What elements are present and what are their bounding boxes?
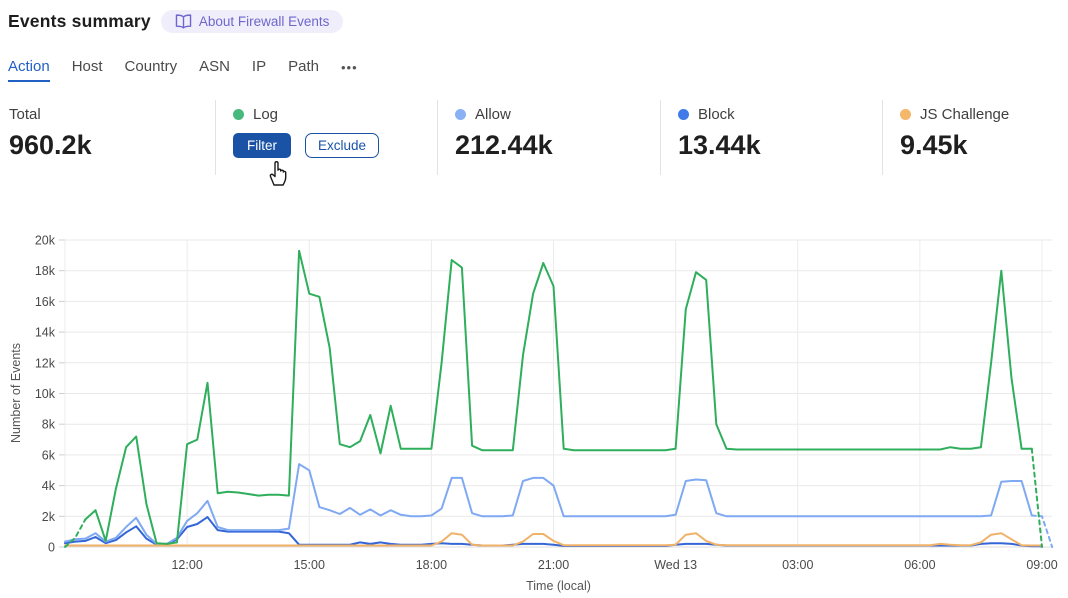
log-action-buttons: Filter Exclude — [233, 133, 437, 158]
svg-text:15:00: 15:00 — [294, 558, 325, 572]
stat-js-challenge-value: 9.45k — [900, 130, 968, 160]
stat-log-header: Log — [233, 106, 437, 123]
book-icon — [175, 14, 192, 29]
stat-js-challenge-label: JS Challenge — [920, 106, 1010, 123]
tab-action[interactable]: Action — [8, 58, 50, 82]
stat-total: Total 960.2k — [0, 100, 215, 175]
svg-text:0: 0 — [48, 541, 55, 555]
stat-block: Block 13.44k — [660, 100, 882, 175]
dimension-tabs: Action Host Country ASN IP Path ••• — [8, 58, 358, 82]
svg-text:18k: 18k — [35, 264, 56, 278]
svg-text:Time (local): Time (local) — [526, 579, 591, 593]
stat-allow: Allow 212.44k — [437, 100, 660, 175]
allow-dot-icon — [455, 109, 466, 120]
exclude-button[interactable]: Exclude — [305, 133, 380, 158]
svg-text:21:00: 21:00 — [538, 558, 569, 572]
svg-text:Number of Events: Number of Events — [9, 343, 23, 443]
block-dot-icon — [678, 109, 689, 120]
page-header: Events summary About Firewall Events — [8, 10, 344, 33]
svg-text:09:00: 09:00 — [1026, 558, 1057, 572]
stat-js-challenge: JS Challenge 9.45k — [882, 100, 1068, 175]
more-tabs-icon[interactable]: ••• — [340, 60, 358, 75]
svg-text:03:00: 03:00 — [782, 558, 813, 572]
stat-log: Log Filter Exclude — [215, 100, 437, 175]
log-dot-icon — [233, 109, 244, 120]
svg-text:2k: 2k — [42, 510, 56, 524]
svg-text:6k: 6k — [42, 448, 56, 462]
tab-ip[interactable]: IP — [251, 58, 267, 75]
svg-text:20k: 20k — [35, 234, 56, 248]
stat-js-challenge-header: JS Challenge — [900, 106, 1068, 123]
svg-text:16k: 16k — [35, 295, 56, 309]
tab-path[interactable]: Path — [288, 58, 319, 75]
svg-text:06:00: 06:00 — [904, 558, 935, 572]
tab-country[interactable]: Country — [124, 58, 178, 75]
js-challenge-dot-icon — [900, 109, 911, 120]
stat-total-value: 960.2k — [9, 130, 92, 160]
tab-host[interactable]: Host — [71, 58, 103, 75]
stat-total-label: Total — [9, 106, 41, 123]
stat-log-label: Log — [253, 106, 279, 123]
stat-allow-value: 212.44k — [455, 130, 553, 160]
svg-text:Wed 13: Wed 13 — [654, 558, 697, 572]
stat-block-value: 13.44k — [678, 130, 761, 160]
stat-allow-label: Allow — [475, 106, 511, 123]
svg-text:14k: 14k — [35, 326, 56, 340]
svg-text:8k: 8k — [42, 418, 56, 432]
about-badge-label: About Firewall Events — [198, 14, 330, 29]
about-firewall-events-badge[interactable]: About Firewall Events — [160, 10, 344, 33]
stats-row: Total 960.2k Log Filter Exclude Allow 21… — [0, 100, 1068, 175]
svg-text:12:00: 12:00 — [171, 558, 202, 572]
stat-block-label: Block — [698, 106, 735, 123]
page-title: Events summary — [8, 11, 151, 31]
events-time-series-chart[interactable]: 0 2k 4k 6k 8k 10k 12k 14k 16k 18k 20k 12:00 15:00 18:… — [0, 225, 1068, 598]
stat-block-header: Block — [678, 106, 882, 123]
svg-text:10k: 10k — [35, 387, 56, 401]
tab-asn[interactable]: ASN — [199, 58, 230, 75]
svg-text:12k: 12k — [35, 356, 56, 370]
filter-button[interactable]: Filter — [233, 133, 291, 158]
stat-allow-header: Allow — [455, 106, 660, 123]
svg-text:4k: 4k — [42, 479, 56, 493]
svg-text:18:00: 18:00 — [416, 558, 447, 572]
